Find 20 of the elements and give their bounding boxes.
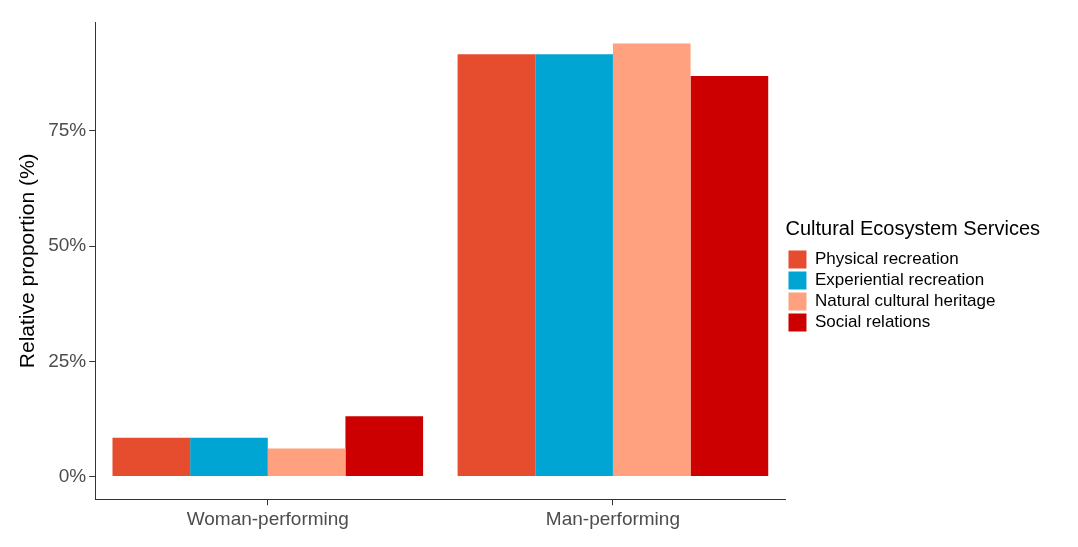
x-tick-label: Woman-performing <box>186 507 349 529</box>
legend-title: Cultural Ecosystem Services <box>785 217 1041 240</box>
legend-label: Physical recreation <box>814 249 959 269</box>
bar <box>690 75 769 477</box>
bar <box>345 416 424 477</box>
bar <box>535 54 613 477</box>
bar <box>612 43 691 477</box>
y-tick-label: 75% <box>48 119 87 140</box>
legend-label: Natural cultural heritage <box>814 291 996 311</box>
bar <box>457 54 536 477</box>
y-tick-label: 25% <box>48 349 87 371</box>
bar <box>112 437 191 477</box>
bar <box>267 448 346 477</box>
x-tick-label: Man-performing <box>545 507 680 529</box>
bar <box>190 437 268 477</box>
legend-label: Social relations <box>814 312 931 332</box>
y-tick-label: 0% <box>58 464 87 486</box>
legend-label: Experiential recreation <box>814 270 985 290</box>
y-tick-label: 50% <box>48 234 87 256</box>
y-axis-title: Relative proportion (%) <box>15 153 39 369</box>
